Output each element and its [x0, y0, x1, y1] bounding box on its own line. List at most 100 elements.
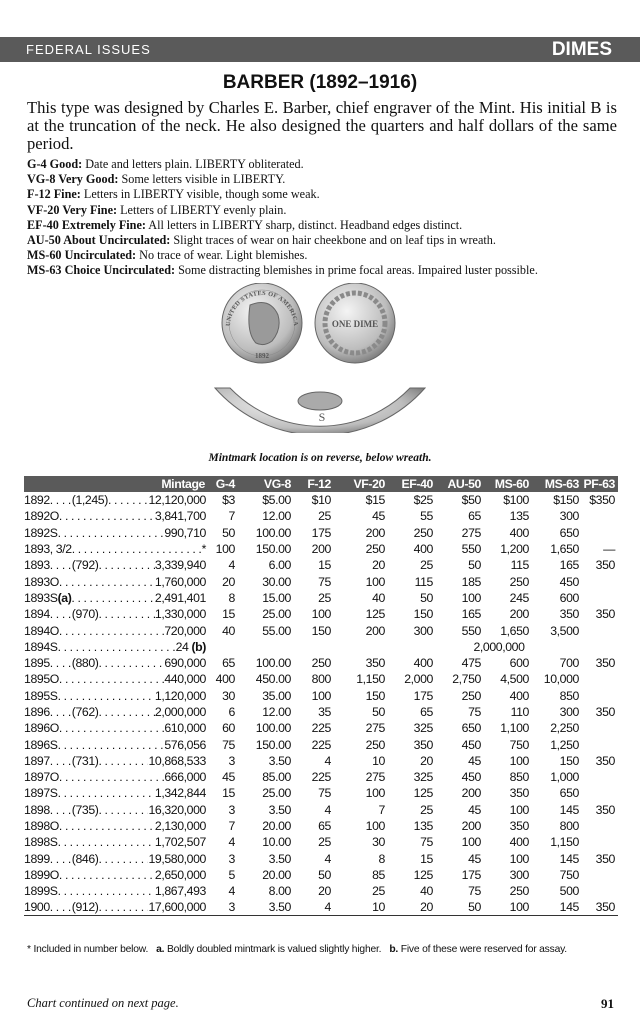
value-cell: 175: [461, 867, 482, 882]
grade-label: F-12 Fine:: [27, 187, 81, 202]
value-cell: 20: [318, 884, 331, 899]
value-cell: 55: [420, 509, 433, 524]
value-cell: 550: [461, 542, 482, 557]
value-cell: 350: [509, 819, 530, 834]
value-cell: 650: [559, 525, 580, 540]
value-cell: 15.00: [262, 590, 291, 605]
value-cell: 7: [378, 802, 386, 817]
date-mintage-cell: 1893S (a) 2,491,401: [24, 590, 208, 606]
value-cell: [582, 720, 618, 736]
value-cell: 135: [413, 819, 434, 834]
value-cell: 40: [372, 590, 385, 605]
date: 1898S: [24, 835, 58, 850]
mintage: 16,320,000: [148, 802, 206, 817]
table-row: 1892 (1,245) 12,120,000 $3 $5.00 $10 $15 $25 $50…: [24, 492, 618, 508]
mintage: 990,710: [164, 525, 206, 540]
value-cell: 1,100: [500, 721, 529, 736]
footnotes: * Included in number below. a. Boldly do…: [27, 944, 567, 955]
date-mintage-cell: 1896S 576,056: [24, 736, 208, 752]
value-cell: $100: [503, 493, 529, 508]
value-cell: [582, 785, 618, 801]
page-number: 91: [601, 996, 614, 1011]
value-cell: 30.00: [262, 574, 291, 589]
value-cell: 800: [311, 672, 332, 687]
value-cell: 75: [468, 705, 481, 719]
value-cell: 550: [461, 623, 482, 638]
value-cell: 25: [372, 884, 385, 899]
value-cell: 4: [324, 802, 332, 817]
value-cell: 150: [311, 623, 332, 638]
value-cell: [582, 508, 618, 524]
value-cell: 450: [461, 770, 482, 785]
value-cell: 800: [559, 819, 580, 834]
table-row: 1894S 24 (b) 2,000,000: [24, 639, 618, 655]
value-cell: 3: [228, 851, 236, 866]
proof-mintage: (792): [71, 558, 99, 573]
value-cell: 100: [461, 590, 482, 605]
value-cell: 650: [559, 786, 580, 801]
value-cell: 600: [559, 590, 580, 605]
value-cell: 145: [532, 899, 582, 917]
table-row: 1895O 440,000 400 450.00 800 1,150 2,000 2,750 4…: [24, 671, 618, 687]
date: 1894O: [24, 623, 59, 638]
table-row: 1895 (880) 690,000 65 100.00 250 350 400 475 600 7…: [24, 655, 618, 671]
value-cell: 115: [510, 558, 530, 573]
grade-desc: Letters in LIBERTY visible, though some …: [83, 187, 320, 202]
mintage: 576,056: [164, 737, 206, 752]
value-cell: 45: [468, 802, 481, 817]
value-cell: 125: [413, 867, 434, 882]
value-cell: 145: [559, 802, 580, 817]
value-cell: 45: [468, 851, 481, 866]
value-cell: 75: [318, 786, 331, 801]
value-cell: 175: [311, 525, 332, 540]
mintage-value-table: Mintage G-4 VG-8 F-12 VF-20 EF-40 AU-50 MS-60 MS…: [24, 476, 618, 917]
value-cell: 35.00: [262, 688, 291, 703]
date: 1894: [24, 607, 50, 622]
intro-paragraph: This type was designed by Charles E. Bar…: [27, 98, 617, 153]
table-row: 1898 (735) 16,320,000 3 3.50 4 7 25 45 100 145 350: [24, 802, 618, 818]
date: 1896S: [24, 737, 58, 752]
proof-mintage: (912): [71, 900, 99, 915]
column-header: VG-8: [238, 476, 294, 492]
value-cell: 100: [365, 574, 386, 589]
footnote-b-label: b.: [389, 944, 399, 955]
grade-descriptions: G-4 Good: Date and letters plain. LIBERT…: [27, 157, 627, 279]
proof-mintage: (735): [71, 802, 99, 817]
value-cell: 1,150: [550, 835, 579, 850]
value-cell: 6.00: [268, 558, 292, 573]
date-mintage-cell: 1894O 720,000: [24, 622, 208, 638]
value-cell: 150.00: [255, 737, 292, 752]
value-cell: 100: [461, 835, 482, 850]
date: 1896: [24, 705, 50, 719]
grade-desc: All letters in LIBERTY sharp, distinct. …: [148, 217, 463, 232]
value-cell: 450: [559, 574, 580, 589]
value-cell: 20: [388, 899, 436, 917]
value-cell: 100: [365, 786, 386, 801]
value-cell: 1,000: [550, 770, 579, 785]
grade-label: VF-20 Very Fine:: [27, 202, 118, 217]
value-cell: 12.00: [262, 705, 291, 719]
value-cell: 200: [365, 525, 386, 540]
date-mintage-cell: 1895S 1,120,000: [24, 688, 208, 704]
grade-desc: Some letters visible in LIBERTY.: [121, 172, 286, 187]
value-cell: [582, 688, 618, 704]
column-header: Mintage: [24, 476, 208, 492]
date-mintage-cell: 1899S 1,867,493: [24, 883, 208, 899]
value-cell: 750: [509, 737, 530, 752]
value-cell: 250: [509, 884, 530, 899]
value-cell: 350: [595, 656, 616, 671]
value-cell: 50: [420, 590, 433, 605]
grade-item: AU-50 About Uncirculated: Slight traces …: [27, 233, 627, 248]
value-cell: 4,500: [500, 672, 529, 687]
date: 1895O: [24, 672, 59, 687]
date-mintage-cell: 1892S 990,710: [24, 525, 208, 541]
value-cell: 25: [318, 590, 331, 605]
value-cell: 450.00: [255, 672, 292, 687]
date-mintage-cell: 1895 (880) 690,000: [24, 655, 208, 671]
value-cell: $25: [413, 493, 434, 508]
value-cell: 150: [413, 607, 434, 622]
value-cell: 350: [595, 558, 616, 573]
value-cell: 3: [228, 753, 236, 768]
grade-desc: Some distracting blemishes in prime foca…: [178, 263, 538, 278]
